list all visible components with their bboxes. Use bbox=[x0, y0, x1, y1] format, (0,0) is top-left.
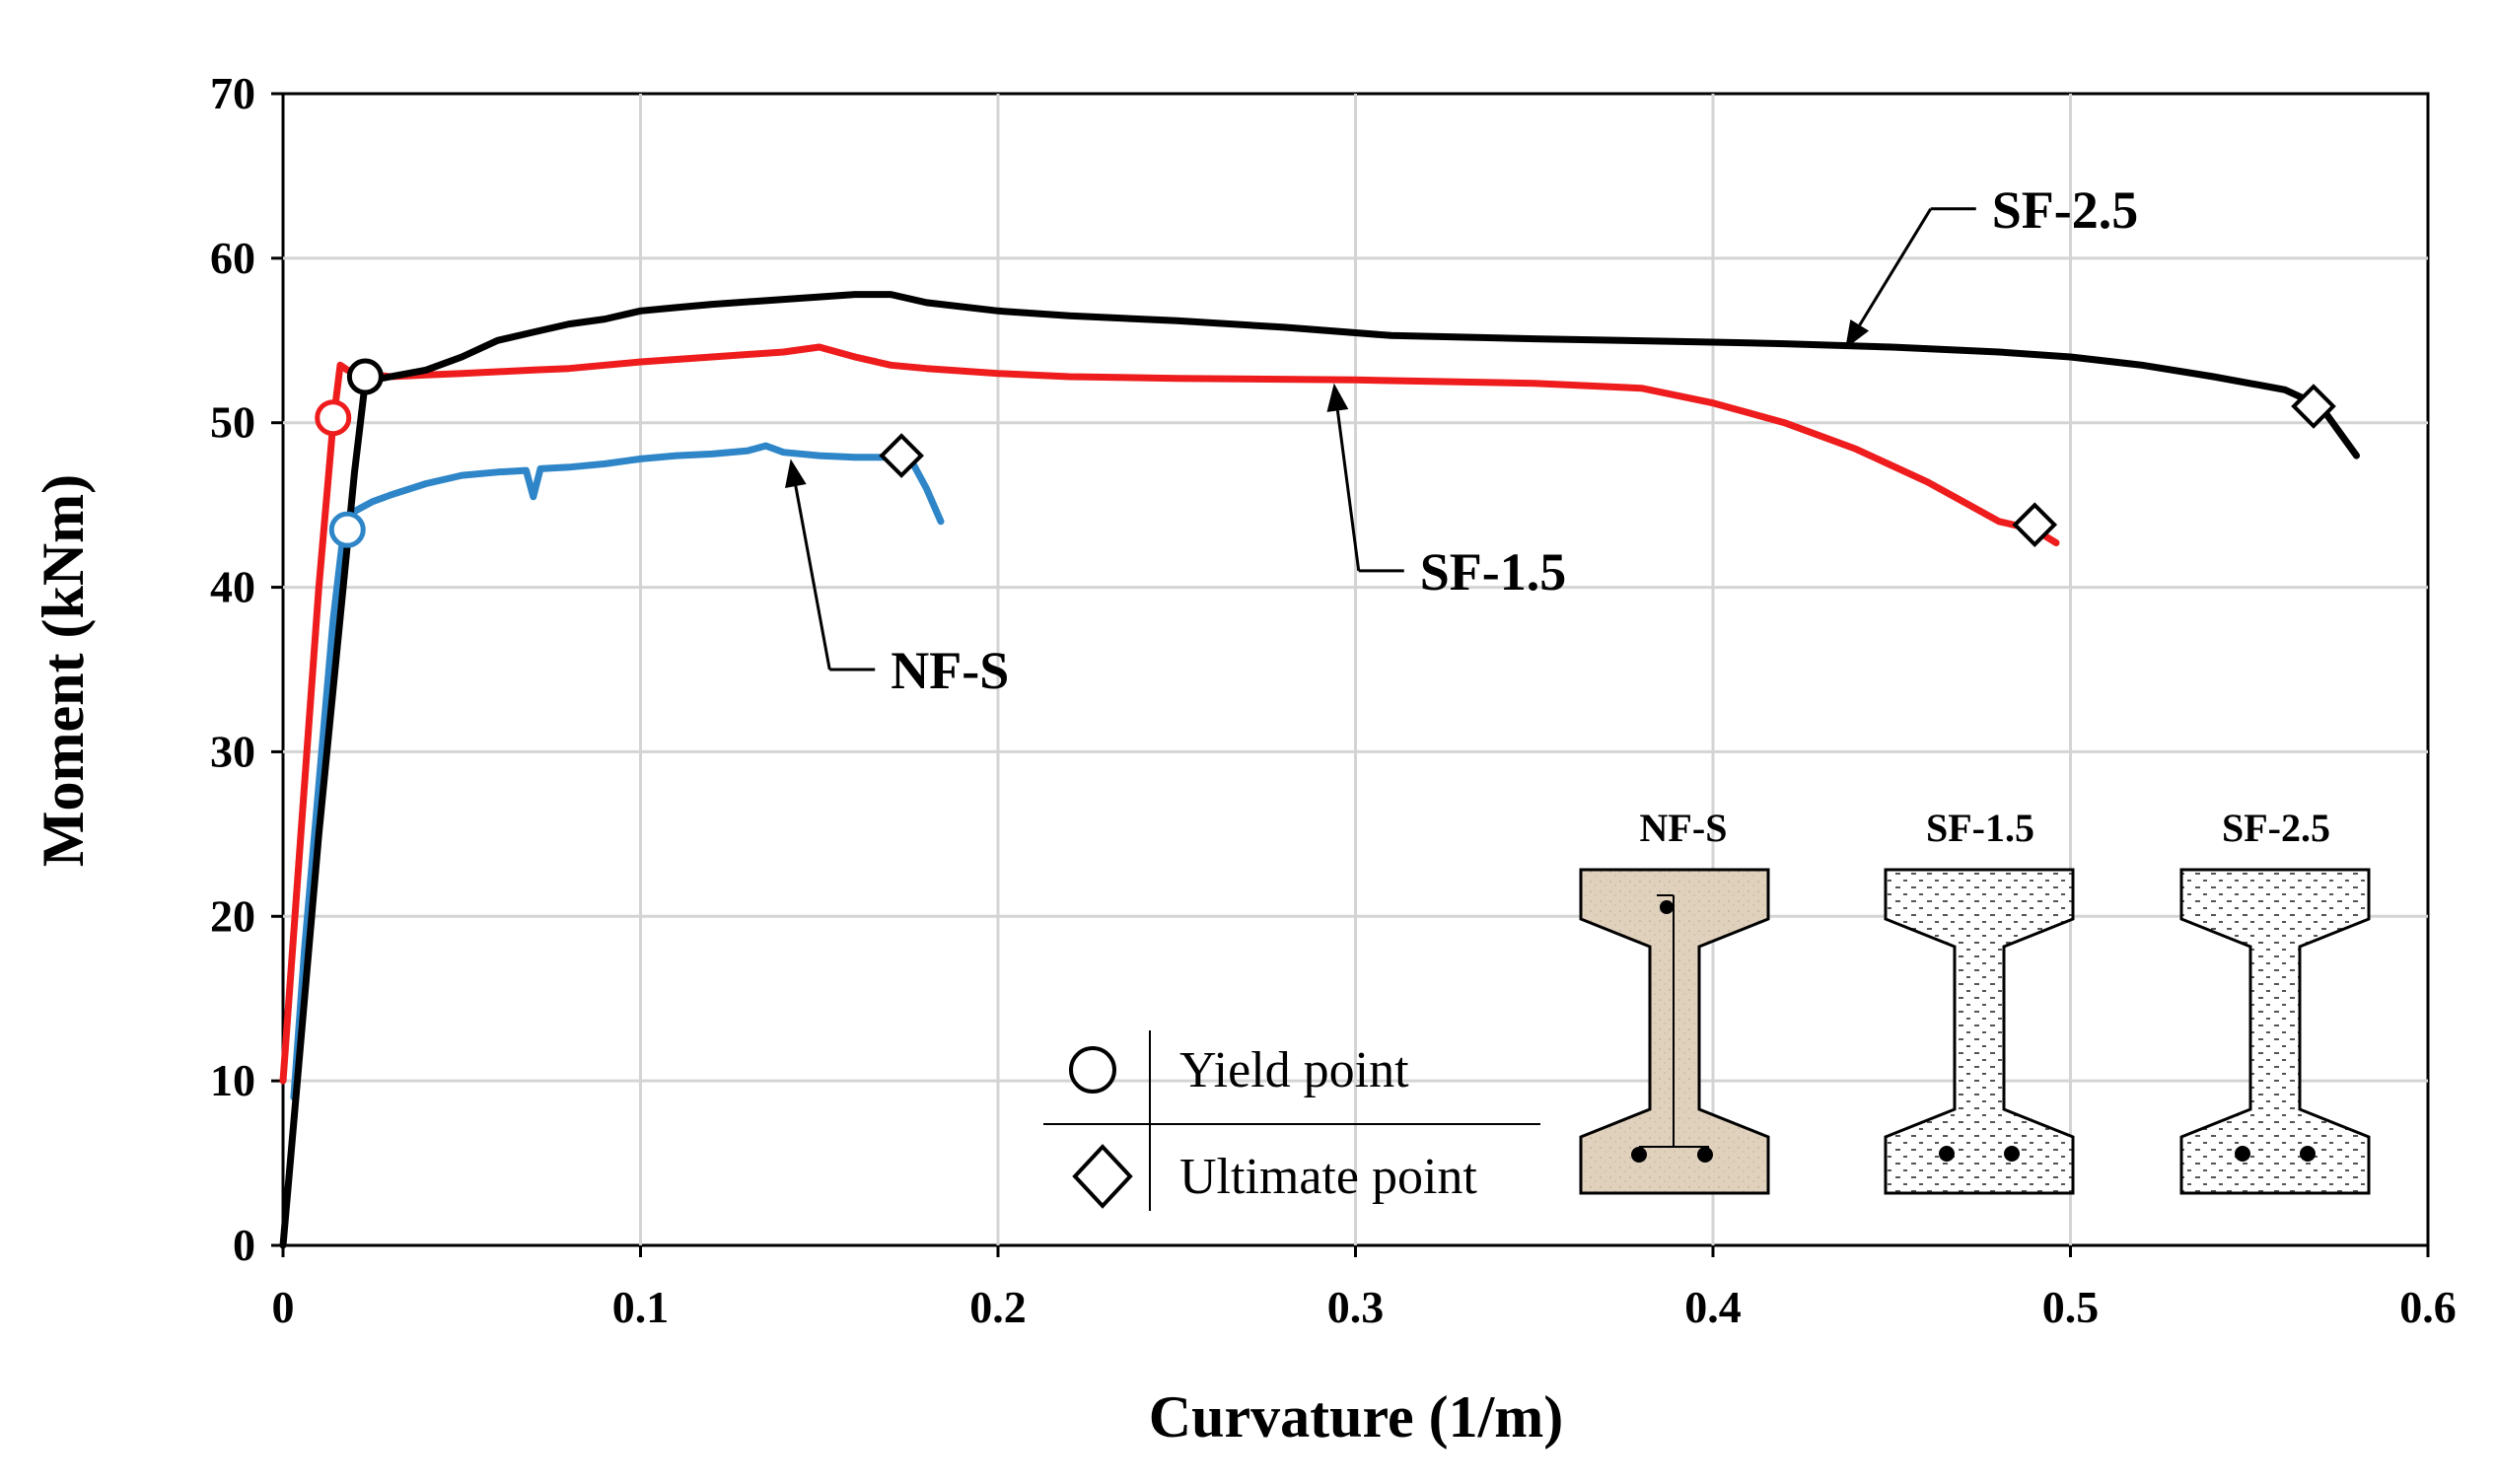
section-sf-2-5-bar-right bbox=[2300, 1146, 2316, 1162]
grid bbox=[283, 94, 2428, 1245]
y-tick-label: 10 bbox=[210, 1055, 255, 1105]
yield-marker-sf-2-5 bbox=[346, 358, 384, 395]
section-nf-s-top-bar bbox=[1660, 900, 1674, 914]
annotation-arrow-sf-2-5 bbox=[1858, 208, 1933, 326]
legend-yield-label: Yield point bbox=[1179, 1042, 1409, 1098]
legend-ultimate-marker bbox=[1072, 1144, 1133, 1209]
x-axis-title: Curvature (1/m) bbox=[1149, 1384, 1563, 1449]
section-nf-s: NF-S bbox=[1579, 806, 1770, 1195]
y-tick-label: 50 bbox=[210, 397, 255, 448]
annotation-arrowhead-sf-2-5 bbox=[1845, 318, 1870, 349]
yield-marker-nf-s bbox=[328, 511, 366, 548]
section-sf-1-5-bar-right bbox=[2004, 1146, 2020, 1162]
inset-cross-sections: NF-S SF-1.5 SF-2.5 bbox=[1579, 806, 2371, 1195]
x-tick-label: 0.5 bbox=[2042, 1282, 2100, 1332]
x-tick-label: 0.4 bbox=[1684, 1282, 1742, 1332]
section-sf-2-5-label: SF-2.5 bbox=[2222, 806, 2330, 850]
ultimate-marker-sf-1-5 bbox=[2012, 502, 2058, 547]
legend-yield-marker bbox=[1069, 1046, 1116, 1094]
annotation-arrow-sf-1-5 bbox=[1335, 410, 1361, 572]
y-tick-label: 30 bbox=[210, 726, 255, 776]
legend: Yield point Ultimate point bbox=[1043, 1030, 1540, 1211]
yield-marker-sf-1-5 bbox=[315, 399, 352, 437]
section-sf-1-5-bar-left bbox=[1939, 1146, 1955, 1162]
y-tick-label: 20 bbox=[210, 890, 255, 941]
x-tick-label: 0.6 bbox=[2399, 1282, 2457, 1332]
annotation-arrowhead-nf-s bbox=[785, 459, 807, 488]
annotation-label-sf-2-5: SF-2.5 bbox=[1992, 180, 2139, 240]
annotation-label-nf-s: NF-S bbox=[891, 641, 1009, 700]
point-markers bbox=[315, 358, 2336, 548]
section-nf-s-label: NF-S bbox=[1640, 806, 1728, 850]
x-tick-label: 0.1 bbox=[612, 1282, 670, 1332]
ultimate-marker-nf-s bbox=[879, 433, 924, 478]
y-tick-label: 40 bbox=[210, 562, 255, 612]
y-axis-ticks: 0 10 20 30 40 50 60 70 bbox=[210, 68, 283, 1270]
section-sf-1-5-shape bbox=[1884, 868, 2075, 1195]
y-tick-label: 0 bbox=[233, 1220, 255, 1270]
y-axis-title: Moment (kNm) bbox=[31, 474, 96, 867]
annotation-arrow-nf-s bbox=[794, 485, 831, 671]
x-axis-ticks: 0 0.1 0.2 0.3 0.4 0.5 0.6 bbox=[272, 1245, 2457, 1332]
y-tick-label: 60 bbox=[210, 233, 255, 283]
x-tick-label: 0.3 bbox=[1327, 1282, 1385, 1332]
section-sf-1-5-label: SF-1.5 bbox=[1926, 806, 2034, 850]
annotation-arrowhead-sf-1-5 bbox=[1326, 383, 1349, 412]
series-annotations: SF-2.5 SF-1.5 NF-S bbox=[785, 180, 2138, 700]
section-sf-1-5: SF-1.5 bbox=[1884, 806, 2075, 1195]
x-tick-label: 0 bbox=[272, 1282, 295, 1332]
y-tick-label: 70 bbox=[210, 68, 255, 118]
x-tick-label: 0.2 bbox=[969, 1282, 1027, 1332]
legend-ultimate-label: Ultimate point bbox=[1179, 1149, 1477, 1205]
section-sf-2-5-bar-left bbox=[2235, 1146, 2250, 1162]
ultimate-marker-sf-2-5 bbox=[2291, 384, 2336, 429]
section-sf-2-5-shape bbox=[2179, 868, 2371, 1195]
annotation-label-sf-1-5: SF-1.5 bbox=[1420, 542, 1567, 601]
section-nf-s-bottom-bar-left bbox=[1631, 1147, 1647, 1163]
section-sf-2-5: SF-2.5 bbox=[2179, 806, 2371, 1195]
section-nf-s-bottom-bar-right bbox=[1697, 1147, 1713, 1163]
series-line-sf-2-5 bbox=[279, 291, 2360, 1249]
